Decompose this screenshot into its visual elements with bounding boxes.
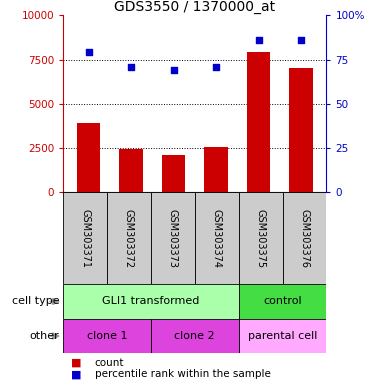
Text: parental cell: parental cell [248, 331, 317, 341]
Text: count: count [95, 358, 124, 368]
Text: clone 1: clone 1 [87, 331, 127, 341]
Text: percentile rank within the sample: percentile rank within the sample [95, 369, 270, 379]
Bar [107, 192, 151, 284]
Bar [239, 319, 326, 353]
Text: GSM303371: GSM303371 [80, 209, 90, 268]
Text: GSM303375: GSM303375 [256, 209, 266, 268]
Bar [247, 53, 270, 192]
Bar [63, 284, 239, 319]
Bar [151, 192, 195, 284]
Bar [77, 123, 100, 192]
Text: clone 2: clone 2 [174, 331, 215, 341]
Text: GSM303373: GSM303373 [168, 209, 178, 268]
Bar [239, 284, 326, 319]
Point [298, 37, 304, 43]
Point [171, 67, 177, 73]
Text: GSM303372: GSM303372 [124, 209, 134, 268]
Point [86, 50, 92, 56]
Point [128, 63, 134, 70]
Bar [63, 319, 151, 353]
Bar [239, 192, 283, 284]
Title: GDS3550 / 1370000_at: GDS3550 / 1370000_at [114, 0, 275, 14]
Text: ■: ■ [70, 358, 81, 368]
Text: GSM303374: GSM303374 [212, 209, 222, 268]
Bar [151, 319, 239, 353]
Text: cell type: cell type [12, 296, 59, 306]
Text: other: other [30, 331, 59, 341]
Text: GSM303376: GSM303376 [299, 209, 309, 268]
Bar [283, 192, 326, 284]
Bar [204, 147, 228, 192]
Point [256, 37, 262, 43]
Bar [289, 68, 313, 192]
Bar [195, 192, 239, 284]
Bar [63, 192, 107, 284]
Text: ■: ■ [70, 369, 81, 379]
Text: control: control [263, 296, 302, 306]
Point [213, 63, 219, 70]
Bar [119, 149, 143, 192]
Bar [162, 155, 185, 192]
Text: GLI1 transformed: GLI1 transformed [102, 296, 200, 306]
